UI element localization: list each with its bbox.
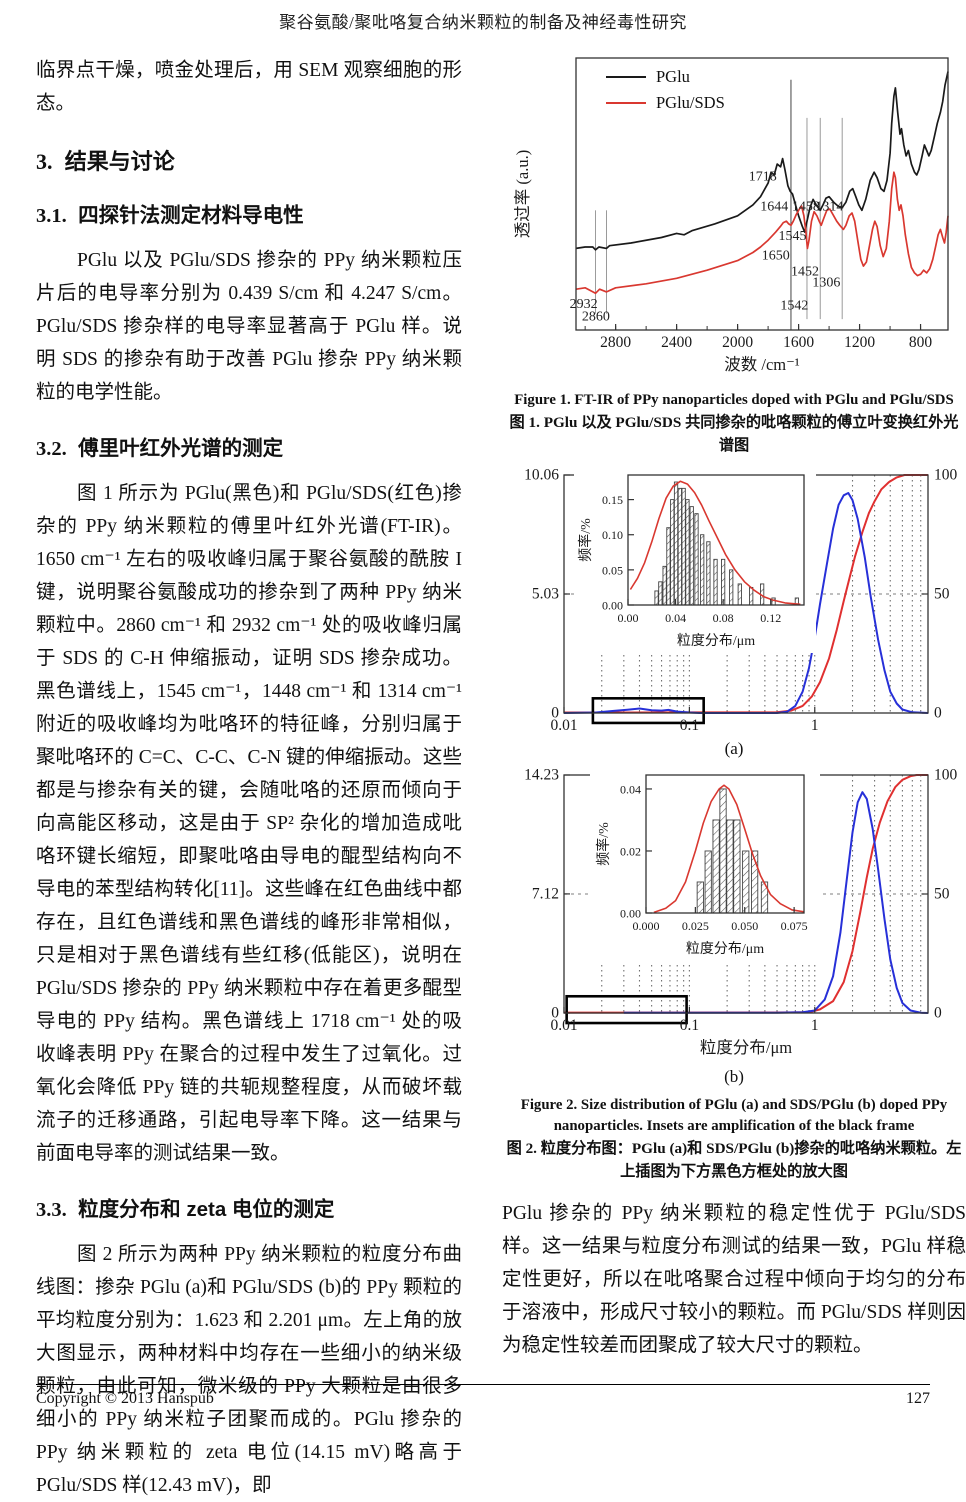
svg-text:2400: 2400 [661, 334, 692, 351]
svg-text:0.050: 0.050 [731, 919, 758, 933]
svg-text:1644: 1644 [760, 199, 788, 214]
svg-text:粒度分布/μm: 粒度分布/μm [700, 1038, 792, 1057]
svg-text:1542: 1542 [780, 299, 808, 314]
svg-text:1: 1 [811, 1017, 819, 1034]
svg-text:1650: 1650 [762, 248, 790, 263]
svg-text:波数 /cm⁻¹: 波数 /cm⁻¹ [724, 355, 800, 374]
figure1-caption-zh: 图 1. PGlu 以及 PGlu/SDS 共同掺杂的吡咯颗粒的傅立叶变换红外光… [509, 414, 959, 454]
svg-text:1452: 1452 [791, 265, 819, 280]
svg-text:800: 800 [909, 334, 933, 351]
svg-text:1718: 1718 [749, 169, 777, 184]
pglu-line-swatch [606, 75, 646, 79]
right-column: 2800 2400 2000 1600 1200 800 1718 1644 1458 1314 1… [502, 46, 966, 1362]
legend-label: PGlu/SDS [656, 93, 725, 112]
pglu-sds-line-swatch [606, 101, 646, 105]
left-column: 临界点干燥，喷金处理后，用 SEM 观察细胞的形态。 3. 结果与讨论 3.1.… [36, 54, 462, 1502]
svg-text:10.06: 10.06 [524, 467, 559, 484]
svg-text:0.00: 0.00 [618, 611, 639, 625]
figure2b-label: (b) [724, 1067, 744, 1086]
svg-text:1458: 1458 [792, 199, 820, 214]
figure2a-label: (a) [724, 739, 744, 758]
svg-text:2932: 2932 [570, 297, 598, 312]
ftir-legend: PGlu PGlu/SDS [606, 64, 725, 116]
legend-item-pglu: PGlu [606, 64, 725, 90]
legend-label: PGlu [656, 67, 690, 86]
svg-text:1314: 1314 [815, 199, 843, 214]
svg-text:频率/%: 频率/% [577, 518, 594, 562]
section-heading-size: 3.3. 粒度分布和 zeta 电位的测定 [36, 1198, 335, 1221]
svg-text:50: 50 [934, 586, 950, 603]
svg-text:100: 100 [934, 767, 958, 784]
svg-text:0.15: 0.15 [602, 493, 623, 507]
svg-text:粒度分布/μm: 粒度分布/μm [686, 941, 764, 957]
figure1-caption: Figure 1. FT-IR of PPy nanoparticles dop… [502, 390, 966, 457]
svg-text:1200: 1200 [844, 334, 875, 351]
paragraph-continuation: 临界点干燥，喷金处理后，用 SEM 观察细胞的形态。 [36, 60, 462, 114]
svg-text:0.08: 0.08 [713, 611, 734, 625]
section-heading-results: 3. 结果与讨论 [36, 149, 175, 174]
figure1-ftir: 2800 2400 2000 1600 1200 800 1718 1644 1458 1314 1… [502, 46, 966, 384]
legend-item-pglu-sds: PGlu/SDS [606, 90, 725, 116]
svg-text:0.000: 0.000 [633, 919, 660, 933]
svg-text:1600: 1600 [783, 334, 814, 351]
svg-text:0.04: 0.04 [665, 611, 686, 625]
svg-text:1306: 1306 [812, 275, 840, 290]
section-heading-conductivity: 3.1. 四探针法测定材料导电性 [36, 204, 304, 227]
figure2-caption: Figure 2. Size distribution of PGlu (a) … [502, 1095, 966, 1183]
svg-text:1: 1 [811, 717, 819, 734]
svg-text:0.00: 0.00 [602, 599, 623, 613]
svg-text:0.05: 0.05 [602, 563, 623, 577]
section-heading-ftir: 3.2. 傅里叶红外光谱的测定 [36, 437, 284, 460]
figure2b-size-distribution: 0.01 0.1 1 0 7.12 14.23 0 50 100 粒度分布/μm 0.000 0.0… [502, 765, 966, 1067]
footer-copyright: Copyright © 2013 Hanspub [36, 1390, 214, 1407]
size-distribution-a-inset-histogram: 0.00 0.04 0.08 0.12 0.00 0.05 0.10 0.15 粒度分布/μm 频… [574, 467, 816, 653]
svg-text:0.10: 0.10 [602, 528, 623, 542]
paragraph-size: 图 2 所示为两种 PPy 纳米颗粒的粒度分布曲线图：掺杂 PGlu (a)和 … [36, 1244, 462, 1496]
svg-text:0.12: 0.12 [760, 611, 781, 625]
svg-text:2860: 2860 [582, 309, 610, 324]
svg-text:透过率 (a.u.): 透过率 (a.u.) [513, 150, 532, 238]
svg-text:1545: 1545 [778, 229, 806, 244]
svg-text:0.1: 0.1 [680, 1017, 699, 1034]
svg-text:0.025: 0.025 [682, 919, 709, 933]
footer-page-number: 127 [906, 1390, 930, 1407]
svg-text:0: 0 [551, 1005, 559, 1022]
svg-text:14.23: 14.23 [524, 767, 559, 784]
figure2-caption-zh: 图 2. 粒度分布图：PGlu (a)和 SDS/PGlu (b)掺杂的吡咯纳米… [506, 1140, 962, 1180]
figure1-caption-en: Figure 1. FT-IR of PPy nanoparticles dop… [514, 392, 954, 408]
svg-text:100: 100 [934, 467, 958, 484]
paragraph-stability: PGlu 掺杂的 PPy 纳米颗粒的稳定性优于 PGlu/SDS 样。这一结果与… [502, 1203, 966, 1356]
svg-text:粒度分布/μm: 粒度分布/μm [677, 633, 755, 649]
svg-text:0.01: 0.01 [550, 1017, 577, 1034]
paragraph-ftir: 图 1 所示为 PGlu(黑色)和 PGlu/SDS(红色)掺杂的 PPy 纳米… [36, 483, 462, 1164]
svg-text:频率/%: 频率/% [595, 822, 612, 866]
figure2-caption-en: Figure 2. Size distribution of PGlu (a) … [520, 1097, 948, 1134]
svg-text:0.01: 0.01 [550, 717, 577, 734]
svg-text:0.1: 0.1 [680, 717, 699, 734]
svg-text:0: 0 [934, 705, 942, 722]
paragraph-conductivity: PGlu 以及 PGlu/SDS 掺杂的 PPy 纳米颗粒压片后的电导率分别为 … [36, 250, 462, 403]
page-header-title: 聚谷氨酸/聚吡咯复合纳米颗粒的制备及神经毒性研究 [279, 13, 687, 32]
svg-text:0.00: 0.00 [620, 907, 641, 921]
footer-divider [36, 1384, 930, 1385]
svg-text:0: 0 [551, 705, 559, 722]
svg-text:0.075: 0.075 [781, 919, 808, 933]
svg-text:7.12: 7.12 [532, 885, 559, 902]
svg-text:50: 50 [934, 886, 950, 903]
figure2a-size-distribution: 0.01 0.1 1 0 5.03 10.06 0 50 100 0.00 0.04 0.08 0.1… [502, 467, 966, 739]
svg-text:5.03: 5.03 [532, 586, 559, 603]
svg-text:2000: 2000 [722, 334, 753, 351]
svg-text:0: 0 [934, 1005, 942, 1022]
svg-text:2800: 2800 [600, 334, 631, 351]
svg-text:0.02: 0.02 [620, 844, 641, 858]
svg-text:0.04: 0.04 [620, 782, 641, 796]
size-distribution-b-inset-histogram: 0.000 0.025 0.050 0.075 0.00 0.02 0.04 粒度分布/μm 频… [590, 767, 820, 963]
